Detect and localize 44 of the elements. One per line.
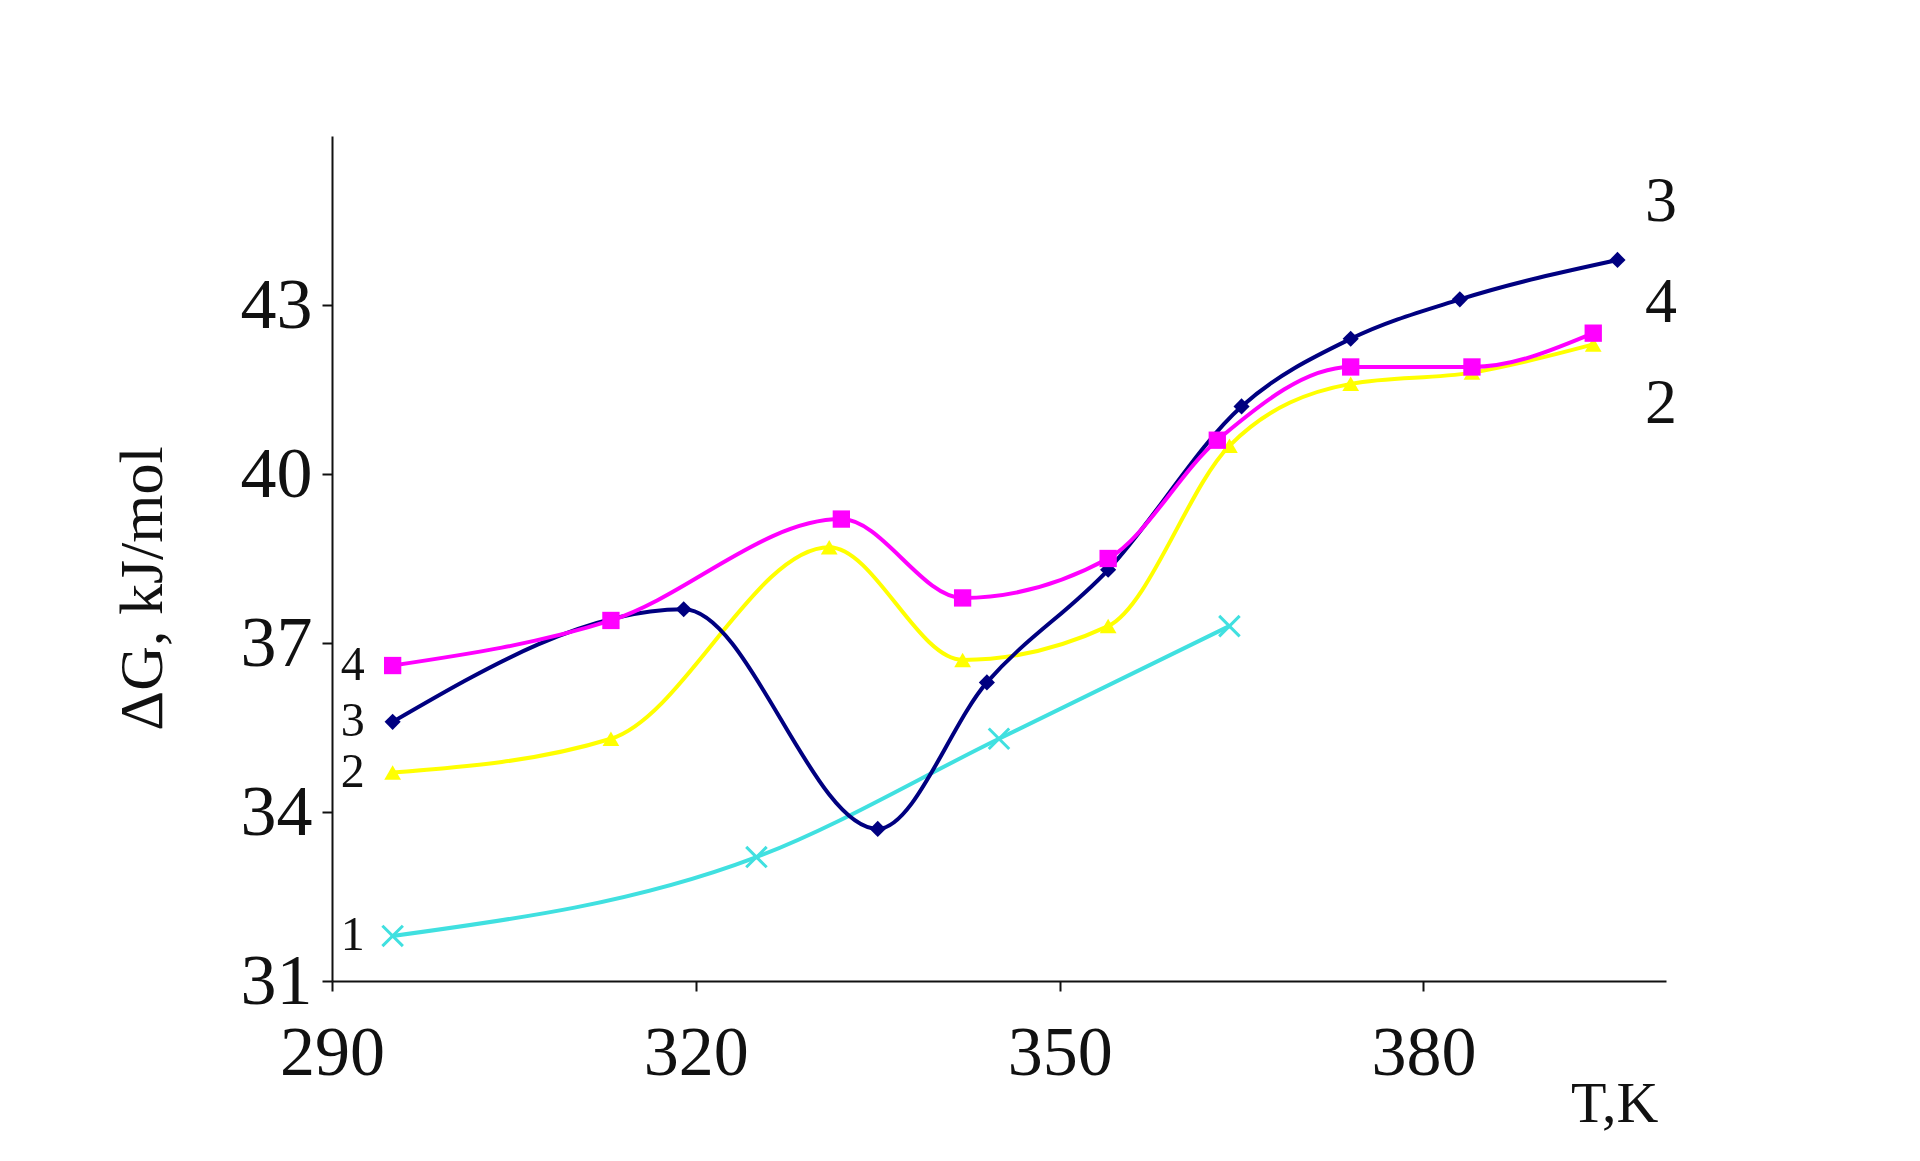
point — [1342, 376, 1360, 392]
series-label: 1 — [340, 906, 365, 960]
point — [1463, 358, 1481, 376]
point — [380, 924, 405, 948]
series-label: 2 — [340, 743, 365, 797]
y-tick-label: 40 — [240, 432, 313, 513]
x-tick-label: 350 — [1007, 1012, 1113, 1090]
annotation: 3 — [1645, 164, 1677, 235]
x-tick-label: 320 — [643, 1012, 749, 1090]
y-axis-title: ΔG, kJ/mol — [106, 446, 175, 731]
point — [1208, 431, 1226, 449]
point — [1099, 618, 1117, 634]
point — [384, 765, 401, 780]
point — [1221, 438, 1238, 454]
point — [602, 731, 620, 747]
point — [953, 589, 972, 607]
point — [1342, 358, 1360, 376]
y-tick-label: 43 — [240, 263, 313, 344]
annotation: 2 — [1645, 366, 1677, 437]
point — [744, 845, 769, 869]
point — [1233, 398, 1250, 415]
point — [1217, 614, 1242, 638]
point — [1451, 291, 1468, 308]
point — [602, 611, 620, 630]
point — [1342, 330, 1359, 347]
point — [1609, 251, 1626, 268]
point — [869, 820, 886, 837]
point — [954, 652, 971, 668]
point — [1099, 549, 1117, 568]
x-axis-title: T,K — [1570, 1069, 1659, 1135]
point — [384, 713, 401, 730]
series-label: 3 — [340, 692, 365, 746]
x-tick-label: 380 — [1371, 1012, 1477, 1090]
point — [383, 656, 402, 675]
point — [832, 510, 851, 528]
series-label: 4 — [340, 636, 365, 690]
point — [978, 674, 995, 691]
annotation: 4 — [1645, 265, 1677, 336]
point — [1584, 324, 1602, 342]
y-tick-label: 34 — [240, 770, 313, 851]
point — [987, 727, 1011, 751]
y-tick-label: 37 — [240, 601, 313, 682]
point — [820, 539, 838, 555]
point — [675, 601, 692, 618]
